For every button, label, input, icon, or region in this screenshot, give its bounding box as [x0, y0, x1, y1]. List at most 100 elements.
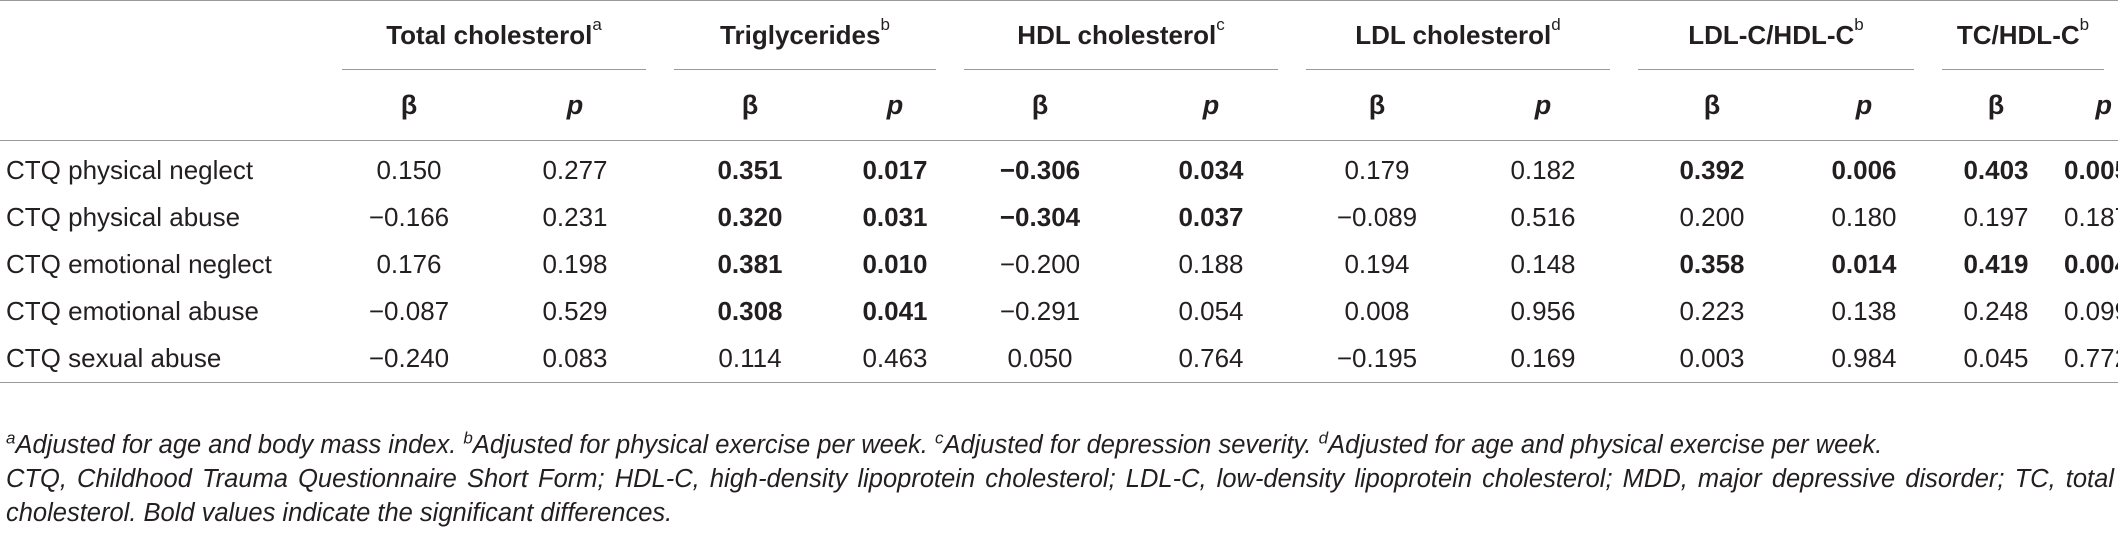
row-label: CTQ sexual abuse	[6, 343, 222, 373]
p-value-cell: 0.198	[542, 249, 608, 279]
p-value-cell: 0.034	[1178, 155, 1244, 185]
beta-cell: 0.197	[1963, 202, 2029, 232]
beta-cell: −0.195	[1336, 343, 1418, 373]
p-value-cell: 0.187	[2064, 202, 2118, 232]
footnote-a: Adjusted for age and body mass index.	[15, 431, 464, 459]
p-value-cell: 0.277	[542, 155, 608, 185]
row-label: CTQ physical neglect	[6, 155, 254, 185]
beta-cell: 0.403	[1963, 155, 2029, 185]
p-value-cell: 0.138	[1831, 296, 1897, 326]
p-header: p	[1534, 89, 1552, 120]
p-header: p	[886, 89, 904, 120]
beta-cell: 0.358	[1679, 249, 1745, 279]
footnote-marker: a	[6, 428, 16, 448]
p-value-cell: 0.031	[862, 202, 928, 232]
footnote-marker: b	[463, 428, 473, 448]
group-header-tc-hdl-ratio: TC/HDL-Cb	[1956, 14, 2090, 50]
p-value-cell: 0.083	[542, 343, 608, 373]
p-value-cell: 0.984	[1831, 343, 1897, 373]
footnote-marker: c	[934, 428, 944, 448]
beta-header: β	[400, 89, 418, 120]
beta-cell: 0.194	[1344, 249, 1410, 279]
row-label: CTQ emotional neglect	[6, 249, 272, 279]
beta-cell: 0.179	[1344, 155, 1410, 185]
p-value-cell: 0.231	[542, 202, 608, 232]
p-value-cell: 0.014	[1831, 249, 1897, 279]
table-footnotes: aAdjusted for age and body mass index. b…	[6, 428, 2114, 530]
beta-cell: −0.240	[368, 343, 450, 373]
beta-cell: −0.087	[368, 296, 450, 326]
p-value-cell: 0.099	[2064, 296, 2118, 326]
row-label: CTQ emotional abuse	[6, 296, 259, 326]
beta-cell: 0.050	[1007, 343, 1073, 373]
p-header: p	[566, 89, 584, 120]
beta-cell: −0.291	[999, 296, 1081, 326]
beta-cell: 0.381	[717, 249, 783, 279]
p-value-cell: 0.529	[542, 296, 608, 326]
beta-cell: 0.223	[1679, 296, 1745, 326]
table-row: CTQ sexual abuse −0.240 0.083 0.114 0.463 0.0…	[0, 335, 2118, 383]
table-body: CTQ physical neglect 0.150 0.277 0.351 0.017…	[0, 141, 2118, 383]
p-value-cell: 0.772	[2064, 343, 2118, 373]
table-row: CTQ physical abuse −0.166 0.231 0.320 0.031 −…	[0, 194, 2118, 241]
regression-table: Total cholesterola Triglyceridesb HDL ch…	[0, 0, 2118, 383]
table-row: CTQ emotional neglect 0.176 0.198 0.381 0.01…	[0, 241, 2118, 288]
p-header: p	[1855, 89, 1873, 120]
beta-header: β	[1987, 89, 2005, 120]
footnote-b: Adjusted for physical exercise per week.	[472, 431, 935, 459]
footnote-d: Adjusted for age and physical exercise p…	[1328, 431, 1883, 459]
beta-header: β	[1703, 89, 1721, 120]
p-value-cell: 0.182	[1510, 155, 1576, 185]
p-value-cell: 0.041	[862, 296, 928, 326]
p-value-cell: 0.956	[1510, 296, 1576, 326]
beta-header: β	[1031, 89, 1049, 120]
beta-cell: −0.200	[999, 249, 1081, 279]
results-table-container: Total cholesterola Triglyceridesb HDL ch…	[0, 0, 2118, 527]
beta-header: β	[1368, 89, 1386, 120]
group-header-row: Total cholesterola Triglyceridesb HDL ch…	[0, 1, 2118, 69]
p-value-cell: 0.017	[862, 155, 928, 185]
p-header: p	[1202, 89, 1220, 120]
p-value-cell: 0.005	[2064, 155, 2118, 185]
group-header-ldl-hdl-ratio: LDL-C/HDL-Cb	[1688, 14, 1864, 50]
beta-cell: 0.320	[717, 202, 783, 232]
beta-cell: 0.308	[717, 296, 783, 326]
table-row: CTQ physical neglect 0.150 0.277 0.351 0.017…	[0, 141, 2118, 194]
p-value-cell: 0.764	[1178, 343, 1244, 373]
beta-cell: 0.392	[1679, 155, 1745, 185]
p-value-cell: 0.006	[1831, 155, 1897, 185]
group-header-total-cholesterol: Total cholesterola	[386, 14, 602, 50]
p-value-cell: 0.180	[1831, 202, 1897, 232]
beta-cell: −0.166	[368, 202, 450, 232]
p-value-cell: 0.054	[1178, 296, 1244, 326]
footnote-marker: d	[1318, 428, 1329, 448]
sub-header-row: β p β p β p β p β p β p	[0, 70, 2118, 141]
p-header: p	[2095, 89, 2113, 120]
p-value-cell: 0.188	[1178, 249, 1244, 279]
footnote-abbreviations: CTQ, Childhood Trauma Questionnaire Shor…	[6, 465, 2114, 527]
row-label: CTQ physical abuse	[6, 202, 241, 232]
group-header-triglycerides: Triglyceridesb	[720, 14, 890, 50]
p-value-cell: 0.169	[1510, 343, 1576, 373]
p-value-cell: 0.516	[1510, 202, 1576, 232]
beta-cell: 0.419	[1963, 249, 2029, 279]
beta-cell: −0.089	[1336, 202, 1418, 232]
beta-cell: 0.008	[1344, 296, 1410, 326]
beta-cell: 0.150	[376, 155, 442, 185]
table-row: CTQ emotional abuse −0.087 0.529 0.308 0.041…	[0, 288, 2118, 335]
beta-header: β	[741, 89, 759, 120]
beta-cell: 0.176	[376, 249, 442, 279]
beta-cell: 0.045	[1963, 343, 2029, 373]
footnote-c: Adjusted for depression severity.	[943, 431, 1319, 459]
beta-cell: 0.200	[1679, 202, 1745, 232]
p-value-cell: 0.463	[862, 343, 928, 373]
beta-cell: −0.306	[999, 155, 1081, 185]
p-value-cell: 0.010	[862, 249, 928, 279]
beta-cell: 0.351	[717, 155, 783, 185]
beta-cell: −0.304	[999, 202, 1081, 232]
p-value-cell: 0.004	[2064, 249, 2118, 279]
group-header-ldl-cholesterol: LDL cholesterold	[1355, 14, 1561, 50]
p-value-cell: 0.037	[1178, 202, 1244, 232]
p-value-cell: 0.148	[1510, 249, 1576, 279]
beta-cell: 0.114	[718, 343, 782, 373]
